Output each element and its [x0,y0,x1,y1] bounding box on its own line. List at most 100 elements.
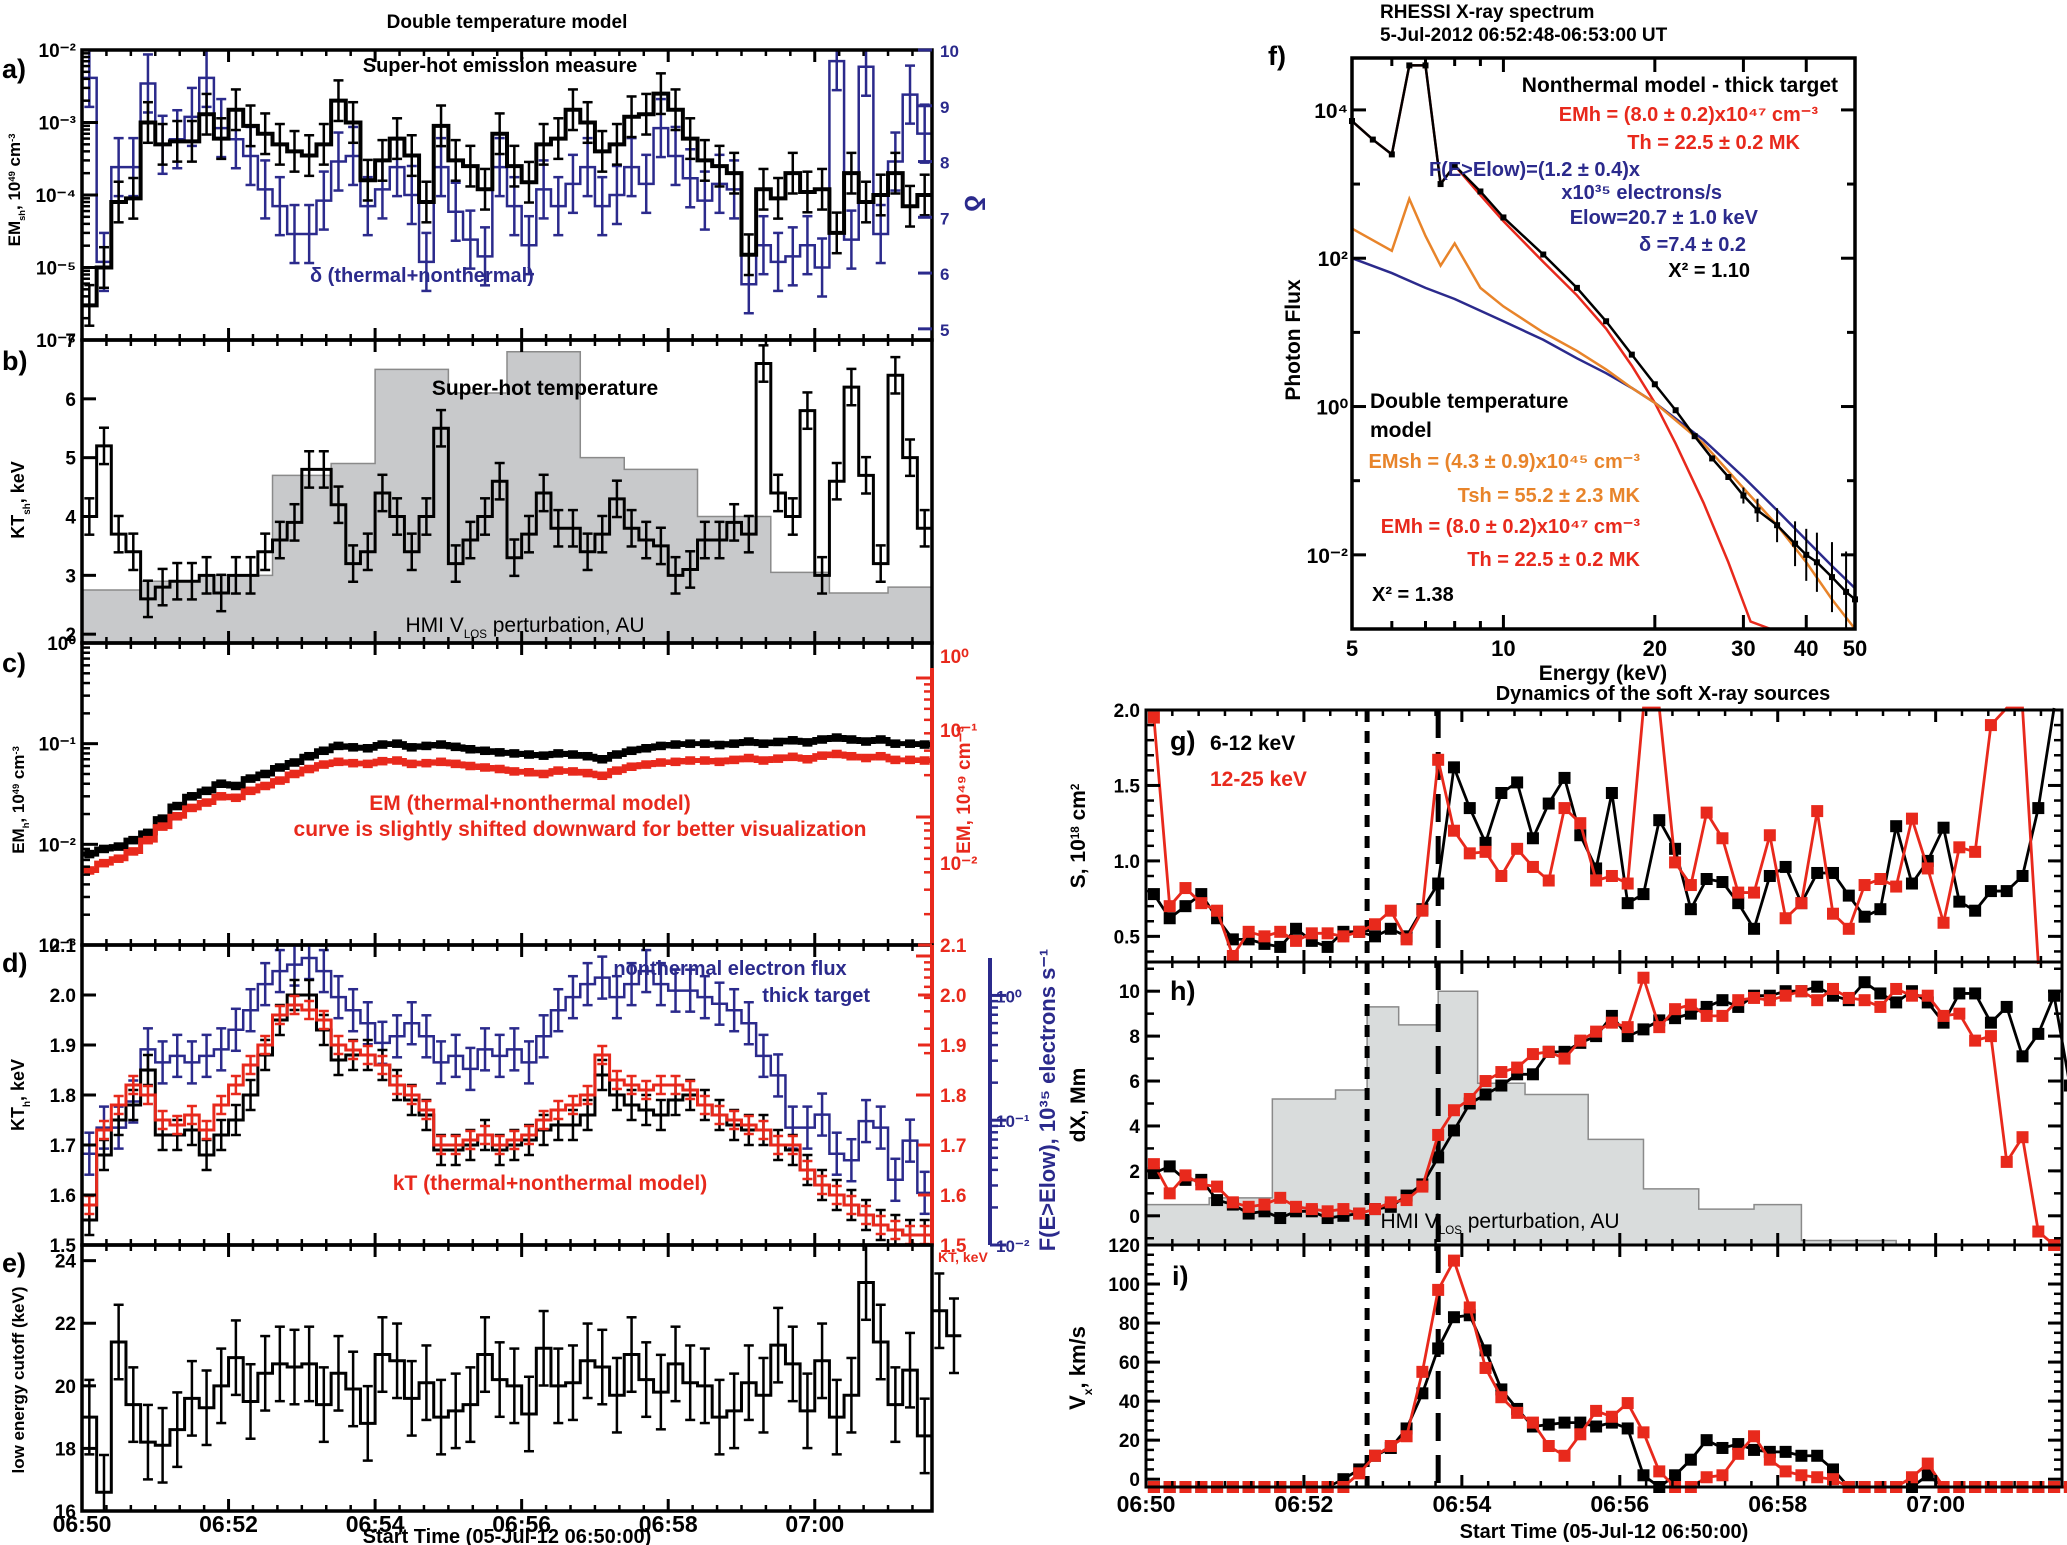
data-point [2032,1225,2045,1238]
x-axis-label: Start Time (05-Jul-12 06:50:00) [363,1526,652,1545]
data-point [1858,879,1871,892]
y-tick-label: 2.0 [1114,701,1140,722]
data-point [1337,930,1350,943]
data-point [1479,1075,1492,1088]
data-point [1795,1469,1808,1482]
text-span: , 10 [5,182,24,210]
text-span: V [1065,1395,1090,1410]
y-axis-label: EMh, 1049 cm-3 [9,746,31,854]
data-point [1709,455,1716,462]
data-point [1558,1449,1571,1462]
data-point [1463,1093,1476,1106]
y-tick-label: 40 [1119,1392,1140,1413]
data-point [1827,907,1839,920]
text-span: KT [8,515,28,539]
data-point [1700,873,1713,886]
y2-tick-label: 10⁰ [940,647,969,668]
data-point [1890,996,1903,1009]
data-point [1388,151,1395,158]
x-tick-label: 06:52 [199,1511,258,1537]
data-point [1842,922,1855,935]
legend-line: Elow=20.7 ± 1.0 keV [1570,207,1759,229]
y-tick-label: 2.0 [50,986,76,1007]
annotation: kT (thermal+nonthermal model) [393,1172,707,1195]
panel-label: d) [2,948,27,978]
data-point [1477,188,1484,195]
y-tick-label: 5 [65,449,76,470]
panel-label: a) [2,54,26,84]
data-point [1495,1391,1508,1404]
y-tick-label: 10⁻³ [39,114,77,135]
y-tick-label: 10 [1119,982,1140,1003]
y-tick-label: 2.0 [940,986,966,1007]
data-point [1969,904,1982,917]
y-tick-label: 1.6 [940,1186,966,1207]
y-tick-label: 10⁻⁶ [36,331,76,352]
text-span: S, 10 [1067,839,1090,888]
data-point [1669,1003,1682,1016]
text-span: cm [5,142,24,171]
data-point [1274,1212,1287,1225]
data-point [1479,1361,1492,1374]
data-point [1921,1457,1934,1470]
legend-line: Th = 22.5 ± 0.2 MK [1627,132,1800,154]
data-point [1511,776,1524,789]
data-point [1163,912,1176,925]
annotation: HMI VLOS perturbation, AU [1380,1210,1619,1237]
y-tick-label: 10⁻⁵ [36,259,76,280]
text-span: cm [1067,790,1090,826]
y-tick-label: 7 [65,331,76,352]
legend-line: X² = 1.10 [1668,260,1750,282]
y3-tick-label: 10⁰ [996,987,1022,1006]
text-span: LOS [1439,1225,1462,1237]
text-span: sh [17,210,27,221]
y-tick-label: 6 [65,390,76,411]
data-point [1321,927,1334,940]
data-point [1540,251,1547,258]
data-point [1558,1416,1571,1429]
y-tick-label: 1.8 [940,1086,966,1107]
data-point [1526,860,1539,873]
text-span: perturbation, AU [1462,1210,1620,1233]
data-point [2063,1481,2067,1493]
data-point [1590,1420,1603,1433]
data-point [1574,817,1587,830]
text-span: cm [9,755,28,784]
annotation: δ (thermal+nonthermal) [310,265,534,287]
data-point [1432,1151,1445,1164]
data-point [1511,1061,1524,1074]
y-tick-label: 1.7 [940,1136,966,1157]
y-tick-label: 2.1 [50,936,77,957]
data-point [1447,761,1460,774]
y-tick-label: 10⁻³ [39,936,77,957]
data-point [1700,1434,1713,1447]
data-point [1937,916,1950,929]
x-tick-label: 06:58 [639,1511,698,1537]
data-point [1921,989,1934,1002]
data-point [1653,1465,1666,1478]
data-point [1811,1449,1824,1462]
text-span: KT [8,1107,28,1131]
y-tick-label: 10⁻² [39,835,77,856]
y-tick-label: 2.1 [940,936,967,957]
data-point [1628,351,1635,358]
spectrum-blue-line [1351,257,1856,590]
data-point [2000,885,2013,898]
y-tick-label: 10⁰ [1316,397,1348,420]
data-point [1748,886,1761,899]
x-tick-label: 06:58 [1748,1491,1807,1517]
y-tick-label: 10⁰ [47,634,76,655]
text-span: EM [5,221,24,247]
data-point [1684,998,1697,1011]
data-point [1406,62,1413,69]
data-point [1779,1465,1792,1478]
y-tick-label: 1.7 [50,1136,76,1157]
y-tick-label: 2 [1129,1162,1140,1183]
legend-line: Th = 22.5 ± 0.2 MK [1467,549,1640,571]
legend-line: EMsh = (4.3 ± 0.9)x10⁴⁵ cm⁻³ [1369,451,1641,473]
data-point [1447,824,1460,837]
data-point [1700,1471,1713,1484]
y-tick-label: 20 [55,1377,76,1398]
data-point [1763,869,1776,882]
nonthermal-flux-series [82,956,932,1195]
